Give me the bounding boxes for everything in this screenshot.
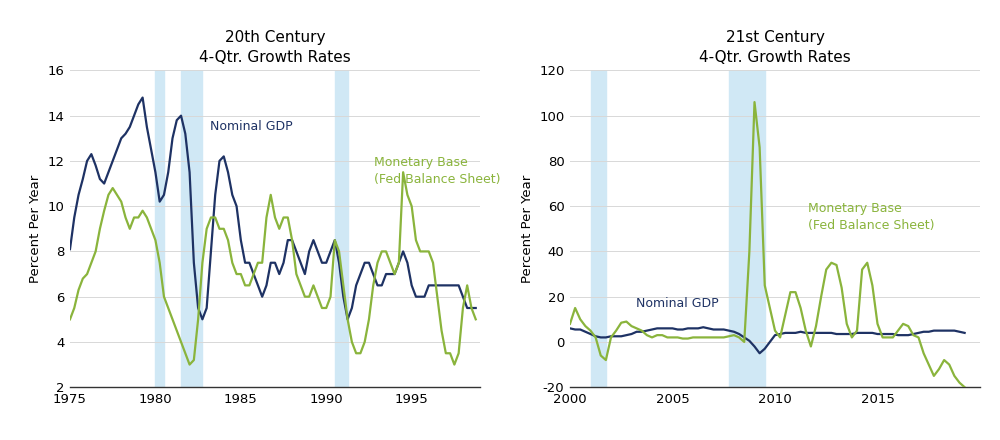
Text: Nominal GDP: Nominal GDP [210, 121, 293, 133]
Text: Nominal GDP: Nominal GDP [636, 297, 718, 310]
Y-axis label: Percent Per Year: Percent Per Year [521, 175, 534, 283]
Bar [729, 70, 765, 387]
Bar [590, 70, 606, 387]
Text: Monetary Base
(Fed Balance Sheet): Monetary Base (Fed Balance Sheet) [808, 202, 934, 231]
Bar [155, 70, 164, 387]
Text: Monetary Base
(Fed Balance Sheet): Monetary Base (Fed Balance Sheet) [374, 156, 501, 187]
Y-axis label: Percent Per Year: Percent Per Year [29, 175, 42, 283]
Title: 20th Century
4-Qtr. Growth Rates: 20th Century 4-Qtr. Growth Rates [199, 30, 351, 65]
Bar [181, 70, 202, 387]
Bar [335, 70, 348, 387]
Title: 21st Century
4-Qtr. Growth Rates: 21st Century 4-Qtr. Growth Rates [699, 30, 851, 65]
